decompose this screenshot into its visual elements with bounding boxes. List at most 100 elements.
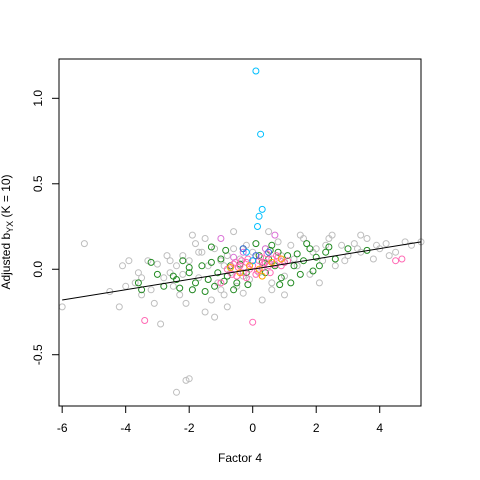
data-point: [150, 299, 158, 307]
data-point: [398, 255, 406, 263]
data-point: [217, 286, 225, 294]
data-point: [363, 235, 371, 242]
data-point: [185, 269, 193, 277]
data-point: [309, 267, 317, 275]
data-point: [220, 291, 228, 299]
data-point: [233, 279, 241, 287]
data-point: [344, 245, 352, 253]
data-point: [230, 228, 238, 236]
data-point: [254, 223, 261, 230]
y-tick-label: 0.0: [31, 261, 45, 278]
data-point: [268, 279, 276, 287]
data-point: [211, 282, 219, 290]
data-point: [185, 264, 193, 271]
data-point: [382, 240, 390, 248]
data-point: [257, 253, 265, 261]
data-point: [315, 279, 323, 287]
data-point: [408, 241, 415, 249]
data-point: [217, 255, 225, 263]
data-point: [198, 262, 206, 270]
data-point: [239, 245, 247, 253]
points-layer: [58, 67, 425, 396]
data-point: [255, 212, 263, 220]
data-point: [255, 265, 263, 273]
data-point: [268, 255, 276, 263]
data-point: [344, 252, 352, 260]
data-point: [222, 246, 230, 254]
data-point: [182, 299, 190, 307]
x-tick-label: 0: [249, 421, 256, 435]
data-point: [296, 270, 304, 278]
data-point: [265, 228, 273, 236]
data-point: [188, 231, 196, 239]
data-point: [331, 255, 339, 263]
data-point: [236, 269, 244, 277]
data-point: [195, 248, 203, 256]
data-point: [134, 269, 142, 277]
data-point: [244, 281, 252, 289]
x-tick-label: -6: [57, 421, 68, 435]
y-tick-label: 0.5: [31, 175, 45, 192]
data-point: [211, 313, 219, 321]
data-point: [252, 240, 260, 248]
data-point: [258, 296, 266, 304]
data-point: [338, 241, 346, 249]
data-point: [228, 270, 236, 278]
data-point: [173, 276, 180, 283]
data-point: [277, 262, 285, 270]
y-tick-label: -0.5: [31, 344, 45, 365]
y-axis-title: Adjusted bYX (K = 10): [0, 174, 15, 289]
y-axis-title-suffix: (K = 10): [0, 174, 13, 220]
data-point: [276, 281, 284, 289]
data-point: [131, 279, 139, 287]
data-point: [277, 255, 285, 263]
data-point: [268, 286, 276, 294]
data-point: [166, 257, 174, 265]
x-tick-label: 4: [376, 421, 383, 435]
data-point: [230, 253, 238, 261]
data-point: [373, 241, 380, 249]
data-point: [293, 262, 301, 270]
data-point: [201, 308, 209, 316]
data-point: [252, 252, 260, 260]
data-point: [160, 274, 168, 282]
y-axis-title-subscript: YX: [5, 221, 15, 233]
data-point: [268, 258, 276, 266]
data-point: [119, 262, 126, 270]
data-point: [244, 255, 252, 263]
data-point: [246, 262, 253, 270]
y-tick-label: 1.0: [31, 90, 45, 107]
data-point: [192, 240, 199, 248]
data-point: [163, 252, 171, 260]
data-point: [217, 235, 225, 242]
data-point: [239, 269, 247, 277]
data-point: [287, 241, 295, 249]
data-point: [176, 291, 184, 299]
data-point: [239, 289, 247, 297]
data-point: [217, 279, 225, 287]
data-point: [322, 248, 330, 256]
data-point: [296, 231, 304, 239]
data-point: [227, 264, 234, 271]
data-point: [255, 252, 263, 260]
x-tick-label: -2: [184, 421, 195, 435]
data-point: [230, 286, 238, 294]
data-point: [173, 388, 180, 396]
data-point: [223, 303, 231, 311]
data-point: [138, 291, 146, 299]
data-point: [147, 258, 155, 266]
data-point: [207, 296, 215, 304]
data-point: [207, 243, 215, 251]
data-point: [265, 248, 273, 256]
data-point: [198, 248, 206, 256]
data-point: [392, 248, 400, 256]
data-point: [122, 282, 130, 290]
data-point: [328, 231, 336, 239]
data-point: [271, 231, 279, 239]
data-point: [80, 240, 88, 248]
data-point: [341, 257, 349, 265]
data-point: [204, 276, 212, 283]
data-point: [58, 303, 66, 311]
data-point: [273, 252, 280, 260]
